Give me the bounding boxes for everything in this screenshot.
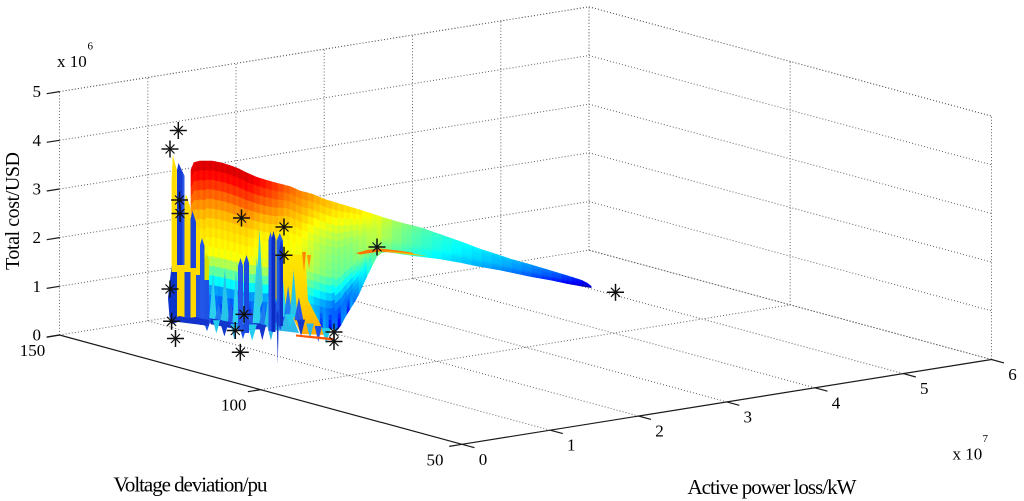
svg-text:6: 6 — [1008, 365, 1017, 384]
svg-text:4: 4 — [832, 393, 841, 412]
svg-text:3: 3 — [744, 407, 753, 426]
svg-text:2: 2 — [655, 422, 664, 441]
svg-text:Active power loss/kW: Active power loss/kW — [688, 475, 857, 499]
svg-text:2: 2 — [33, 228, 42, 247]
svg-text:6: 6 — [88, 41, 94, 53]
svg-text:3: 3 — [33, 180, 42, 199]
svg-text:x 10: x 10 — [953, 445, 983, 464]
svg-text:1: 1 — [33, 277, 42, 296]
svg-text:5: 5 — [33, 82, 42, 101]
svg-text:1: 1 — [567, 436, 576, 455]
svg-text:x 10: x 10 — [57, 52, 87, 71]
svg-text:Total cost/USD: Total cost/USD — [2, 152, 24, 270]
svg-text:7: 7 — [983, 433, 989, 445]
svg-text:0: 0 — [479, 450, 488, 469]
svg-text:50: 50 — [427, 450, 444, 469]
svg-text:150: 150 — [20, 341, 46, 360]
svg-text:100: 100 — [221, 396, 247, 415]
svg-text:Voltage deviation/pu: Voltage deviation/pu — [114, 473, 269, 497]
svg-text:5: 5 — [920, 379, 929, 398]
svg-text:0: 0 — [33, 326, 42, 345]
svg-text:4: 4 — [33, 131, 42, 150]
